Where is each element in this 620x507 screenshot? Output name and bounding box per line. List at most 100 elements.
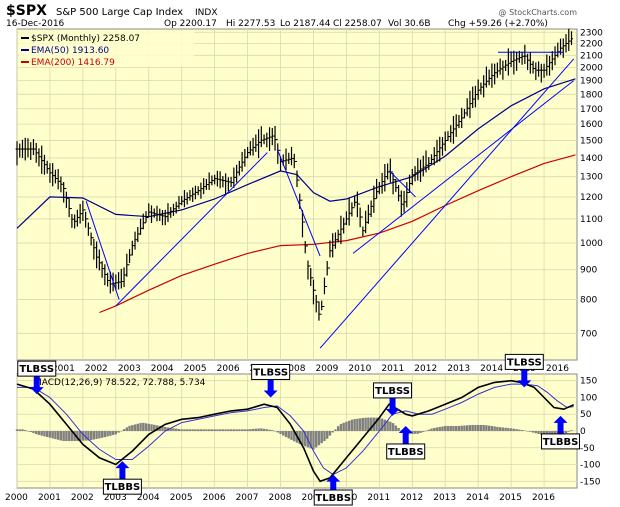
histogram-bar xyxy=(95,431,98,439)
histogram-bar xyxy=(59,431,63,441)
histogram-bar xyxy=(128,425,131,431)
histogram-bar xyxy=(70,431,74,442)
macd-y-tick-label: 150 xyxy=(580,377,597,387)
histogram-bar xyxy=(133,424,137,431)
histogram-bar xyxy=(240,429,244,431)
histogram-bar xyxy=(520,429,524,431)
histogram-bar xyxy=(389,421,392,431)
price-y-tick-label: 1500 xyxy=(580,136,603,146)
histogram-bar xyxy=(504,427,507,431)
macd-y-tick-label: -100 xyxy=(580,461,601,471)
histogram-bar xyxy=(339,423,343,431)
histogram-bar xyxy=(468,425,472,431)
histogram-bar xyxy=(268,429,271,431)
histogram-bar xyxy=(249,429,252,431)
callout-label: TLBSS xyxy=(253,367,288,378)
histogram-bar xyxy=(331,431,334,433)
histogram-bar xyxy=(45,431,49,438)
histogram-bar xyxy=(76,431,79,442)
histogram-bar xyxy=(542,431,546,436)
histogram-bar xyxy=(427,429,430,431)
histogram-bar xyxy=(353,419,356,431)
histogram-bar xyxy=(235,429,238,431)
macd-y-tick-label: -50 xyxy=(580,444,595,454)
macd-lines xyxy=(16,379,575,483)
histogram-bar xyxy=(375,417,378,431)
price-x-tick-label: 2004 xyxy=(151,364,174,374)
histogram-bar xyxy=(441,426,444,431)
callout-label: TLBSS xyxy=(507,357,542,368)
symbol-title: $SPX xyxy=(6,3,47,19)
macd-x-tick-label: 2011 xyxy=(367,493,390,503)
histogram-bar xyxy=(369,417,373,431)
histogram-bar xyxy=(323,431,326,442)
callout-box xyxy=(313,489,353,506)
histogram-bar xyxy=(284,431,288,438)
histogram-bar xyxy=(67,431,71,442)
macd-x-tick-label: 2009 xyxy=(301,493,324,503)
histogram-bar xyxy=(422,431,425,432)
histogram-bar xyxy=(232,429,236,431)
histogram-bar xyxy=(84,431,87,441)
histogram-bar xyxy=(122,429,126,431)
macd-x-tick-label: 2004 xyxy=(137,493,160,503)
histogram-bar xyxy=(120,430,123,432)
histogram-bar xyxy=(537,431,540,434)
price-x-tick-label: 2001 xyxy=(52,364,75,374)
histogram-bar xyxy=(479,424,483,431)
histogram-bar xyxy=(177,428,181,431)
histogram-bar xyxy=(144,423,148,431)
open-value: Op 2200.17 xyxy=(164,19,217,29)
histogram-bar xyxy=(312,431,315,450)
callout: TLBBS xyxy=(102,461,142,495)
histogram-bar xyxy=(65,431,68,442)
macd-line xyxy=(16,379,575,483)
histogram-bar xyxy=(350,419,354,431)
histogram-bar xyxy=(320,431,323,444)
price-y-tick-label: 700 xyxy=(580,329,597,339)
callout-box xyxy=(386,443,426,460)
histogram-bar xyxy=(438,426,441,431)
watermark: @ StockCharts.com xyxy=(499,8,578,17)
histogram-bar xyxy=(89,431,93,441)
price-y-tick-label: 2000 xyxy=(580,64,603,74)
histogram-bar xyxy=(455,425,458,431)
histogram-bar xyxy=(251,428,255,431)
arrow-up-icon xyxy=(553,415,568,434)
signal-line xyxy=(17,383,574,476)
macd-x-axis: 2000 2001 2002 2003 2004 2005 2006 2007 2008 2009… xyxy=(5,493,555,503)
price-y-tick-label: 1400 xyxy=(580,154,603,164)
histogram-bar xyxy=(515,429,518,431)
price-y-tick-label: 2100 xyxy=(580,51,603,61)
callout-label: TLBSS xyxy=(19,364,54,375)
histogram-bar xyxy=(21,429,24,431)
histogram-bar xyxy=(567,431,570,432)
arrow-up-icon xyxy=(115,461,130,480)
histogram-bar xyxy=(243,429,247,431)
chart-date: 16-Dec-2016 xyxy=(6,19,65,29)
macd-x-tick-label: 2001 xyxy=(38,493,61,503)
histogram-bar xyxy=(227,429,230,431)
histogram-bar xyxy=(416,431,419,434)
histogram-bar xyxy=(315,431,318,448)
macd-x-tick-label: 2000 xyxy=(5,493,28,503)
histogram-bar xyxy=(35,431,38,435)
histogram-bar xyxy=(531,431,535,433)
histogram-bar xyxy=(164,426,167,431)
histogram-bar xyxy=(383,419,387,431)
callout: TLBSS xyxy=(17,360,57,395)
histogram-bar xyxy=(424,430,428,432)
macd-y-axis: 150 100 50 0 -50 -100 -150 xyxy=(580,377,601,488)
histogram-bar xyxy=(24,429,27,431)
macd-x-tick-label: 2013 xyxy=(433,493,456,503)
histogram-bar xyxy=(15,429,19,431)
histogram-bar xyxy=(188,429,192,431)
histogram-bar xyxy=(199,429,203,431)
histogram-bar xyxy=(347,420,351,431)
histogram-bar xyxy=(100,431,104,438)
histogram-bar xyxy=(147,423,150,431)
histogram-bar xyxy=(142,422,145,431)
histogram-bar xyxy=(51,431,54,439)
histogram-bar xyxy=(180,429,183,431)
callout-box xyxy=(504,353,544,370)
